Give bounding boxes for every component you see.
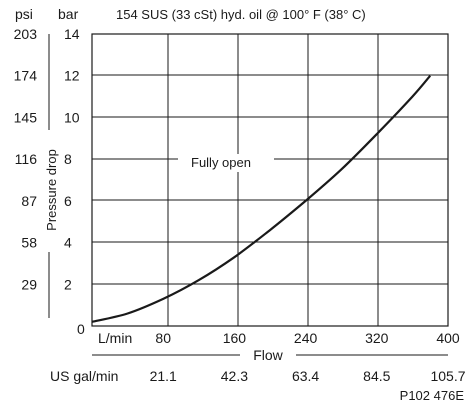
y-tick-label-4: 4 — [64, 235, 72, 251]
x-tick-labels-secondary: 21.1 42.3 63.4 84.5 105.7 — [150, 368, 466, 384]
y-tick-label-14: 14 — [64, 26, 80, 42]
y-axis-title: Pressure drop — [44, 149, 59, 231]
psi-tick-label-116: 116 — [15, 151, 38, 167]
y-tick-label-2: 2 — [64, 276, 72, 292]
x-tick-label-400: 400 — [436, 330, 460, 346]
series-line-fully-open — [91, 74, 432, 323]
x-tick-label-320: 320 — [365, 330, 389, 346]
psi-tick-label-29: 29 — [21, 276, 37, 292]
y-tick-labels-psi: 29 58 87 116 145 174 203 — [14, 26, 38, 292]
y-tick-label-6: 6 — [64, 193, 72, 209]
psi-tick-label-58: 58 — [21, 235, 37, 251]
x-secondary-tick-label-21.1: 21.1 — [150, 368, 177, 384]
figure-code: P102 476E — [400, 388, 465, 403]
y-tick-label-8: 8 — [64, 151, 72, 167]
x-secondary-tick-label-42.3: 42.3 — [221, 368, 248, 384]
y-tick-labels-bar: 2 4 6 8 10 12 14 — [64, 26, 80, 292]
x-secondary-tick-label-105.7: 105.7 — [430, 368, 465, 384]
x-secondary-tick-label-84.5: 84.5 — [363, 368, 390, 384]
x-tick-label-160: 160 — [223, 330, 247, 346]
psi-tick-label-174: 174 — [14, 68, 38, 84]
x-tick-label-80: 80 — [155, 330, 171, 346]
chart-title: 154 SUS (33 cSt) hyd. oil @ 100° F (38° … — [116, 7, 366, 22]
y-tick-zero: 0 — [77, 321, 85, 337]
x-tick-label-240: 240 — [294, 330, 318, 346]
y-tick-label-10: 10 — [64, 109, 80, 125]
psi-tick-label-87: 87 — [21, 193, 37, 209]
plot-frame — [91, 33, 449, 327]
x-unit-label: L/min — [98, 330, 132, 346]
psi-tick-label-203: 203 — [14, 26, 38, 42]
x-tick-labels: 80 160 240 320 400 — [155, 330, 459, 346]
psi-tick-label-145: 145 — [14, 109, 38, 125]
plot-area — [91, 33, 449, 327]
x-secondary-unit-label: US gal/min — [50, 368, 118, 384]
bar-unit-label: bar — [58, 6, 79, 22]
x-axis-title: Flow — [253, 347, 283, 363]
y-tick-label-12: 12 — [64, 68, 80, 84]
series-label-fully-open: Fully open — [191, 155, 251, 170]
x-secondary-tick-label-63.4: 63.4 — [292, 368, 319, 384]
psi-unit-label: psi — [15, 6, 33, 22]
